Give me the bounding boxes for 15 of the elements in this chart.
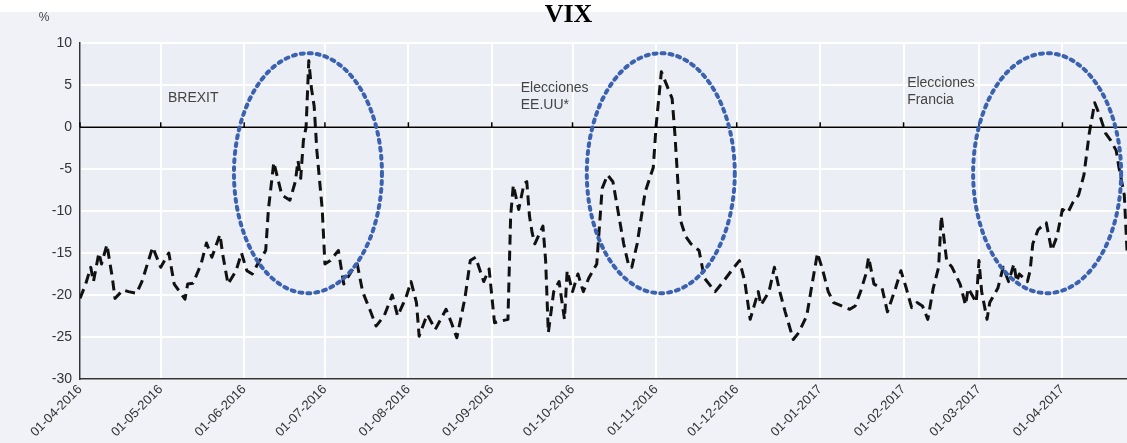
y-tick-label: 10 [56,34,73,51]
y-tick-label: -20 [51,285,73,302]
y-tick-label: -10 [51,201,73,218]
chart-title: VIX [544,0,593,29]
y-tick-label: -25 [51,327,73,344]
y-tick-label: 5 [64,76,73,93]
y-axis-title: % [38,10,50,25]
annotation: Elecciones Francia [907,73,975,107]
y-tick-label: 0 [64,118,73,134]
y-tick-label: -15 [51,243,73,260]
annotation: Elecciones EE.UU* [520,78,589,112]
y-tick-label: -5 [59,159,73,176]
y-tick-label: -30 [51,369,73,386]
line-series [80,59,1127,341]
annotation: BREXIT [167,88,219,105]
